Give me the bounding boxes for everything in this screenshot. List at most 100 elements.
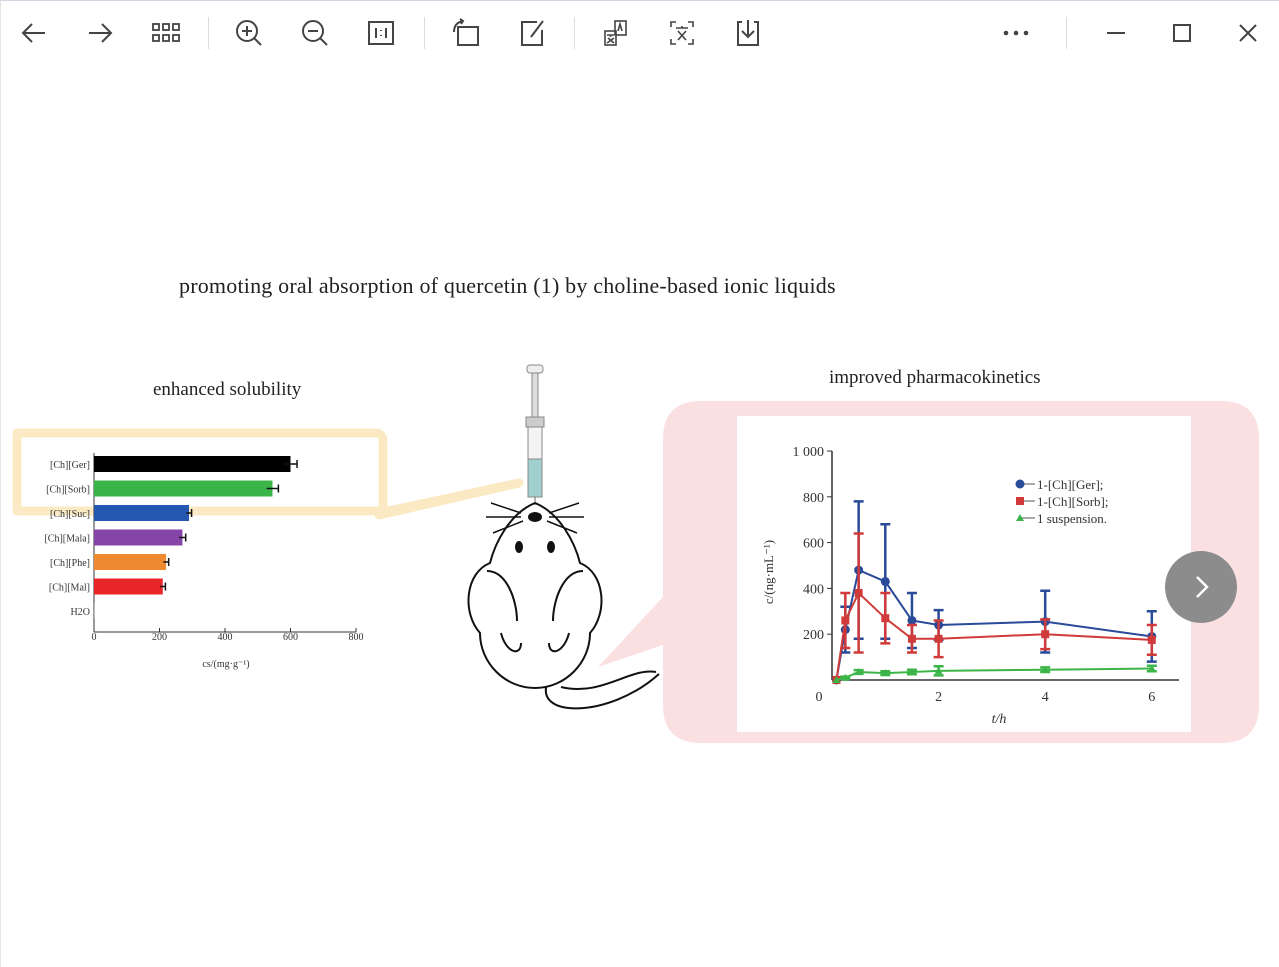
x-tick-label: 0 (816, 690, 823, 705)
error-bar (186, 509, 193, 517)
category-label: [Ch][Suc] (50, 509, 90, 520)
bar (94, 603, 95, 619)
plot-area (737, 416, 1191, 732)
next-image-button[interactable] (1165, 551, 1237, 623)
maximize-icon (1173, 24, 1191, 42)
data-point (880, 577, 890, 587)
data-point (881, 614, 890, 623)
series-line (836, 667, 1152, 681)
close-button[interactable] (1230, 15, 1266, 51)
x-axis-label: t/h (992, 712, 1007, 727)
data-point (854, 588, 863, 597)
zoom-out-button[interactable] (297, 15, 333, 51)
minimize-icon (1107, 32, 1125, 34)
edit-button[interactable] (514, 15, 550, 51)
back-button[interactable] (16, 15, 52, 51)
data-point (841, 616, 850, 625)
bar (94, 578, 163, 595)
scan-text-icon (670, 21, 694, 45)
x-tick-label: 2 (935, 690, 942, 705)
mouse-illustration (467, 501, 660, 710)
bar (94, 529, 183, 546)
divider (424, 17, 425, 49)
bar (94, 456, 291, 472)
divider (208, 17, 209, 49)
save-button[interactable] (730, 15, 766, 51)
maximize-button[interactable] (1164, 15, 1200, 51)
x-axis-label: cs/(mg·g⁻¹) (202, 659, 249, 670)
chevron-right-icon (1196, 576, 1209, 598)
data-point (907, 615, 917, 625)
rotate-icon (453, 18, 479, 46)
minimize-button[interactable] (1098, 15, 1134, 51)
actual-size-button[interactable] (363, 15, 399, 51)
data-point (1041, 665, 1050, 673)
forward-button[interactable] (82, 15, 118, 51)
image-canvas: promoting oral absorption of quercetin (… (1, 67, 1279, 967)
legend-marker (1016, 514, 1024, 521)
edit-icon (521, 20, 544, 46)
data-point (854, 667, 863, 675)
rotate-button[interactable] (448, 15, 484, 51)
pharmacokinetics-line-chart: 200 400 600 800 1 000 0 2 4 6 t/h c/(ng·mL⁻¹) 1-[Ch… (761, 445, 1179, 727)
more-button[interactable] (998, 15, 1034, 51)
close-icon (1239, 24, 1257, 42)
category-label: [Ch][Ger] (50, 460, 90, 471)
solubility-bar-chart: [Ch][Ger] [Ch][Sorb] [Ch][Suc] [Ch][Mala] [C… (44, 453, 364, 670)
data-point (907, 667, 916, 675)
legend-label: 1-[Ch][Ger]; (1037, 477, 1103, 492)
y-tick-label: 800 (803, 491, 824, 506)
graphical-abstract: [Ch][Ger] [Ch][Sorb] [Ch][Suc] [Ch][Mala] [C… (12, 364, 1259, 743)
translate-button[interactable] (598, 15, 634, 51)
y-axis-label: c/(ng·mL⁻¹) (761, 540, 776, 604)
x-tick-label: 4 (1042, 690, 1049, 705)
thumbnails-button[interactable] (148, 15, 184, 51)
data-point (907, 634, 916, 643)
legend-label: 1-[Ch][Sorb]; (1037, 494, 1109, 509)
series-line (835, 591, 1152, 681)
download-icon (737, 20, 759, 46)
figure-title: promoting oral absorption of quercetin (… (179, 273, 836, 298)
x-tick-label: 0 (92, 632, 97, 643)
left-heading: enhanced solubility (153, 379, 302, 400)
category-label: [Ch][Phe] (50, 558, 90, 569)
zoom-out-icon (302, 20, 328, 46)
legend-label: 1 suspension. (1037, 511, 1107, 526)
ocr-button[interactable] (664, 15, 700, 51)
y-tick-label: 600 (803, 537, 824, 552)
data-point (841, 673, 850, 681)
error-bar (179, 533, 187, 542)
arrow-right-icon (89, 23, 113, 43)
bar (94, 554, 167, 570)
arrow-left-icon (21, 23, 45, 43)
error-bar (160, 582, 167, 591)
right-heading: improved pharmacokinetics (829, 367, 1041, 388)
translate-icon (604, 20, 627, 46)
y-tick-label: 1 000 (793, 445, 825, 460)
x-tick-label: 600 (283, 632, 298, 643)
data-point (881, 669, 890, 677)
grid-icon (152, 23, 180, 42)
divider (1066, 17, 1067, 49)
category-label: [Ch][Mala] (44, 534, 90, 545)
viewer-toolbar (1, 1, 1279, 67)
divider (574, 17, 575, 49)
data-point (832, 676, 841, 683)
category-label: H2O (71, 607, 90, 618)
legend-marker (1015, 479, 1025, 489)
data-point (934, 666, 943, 674)
data-point (1041, 630, 1050, 639)
x-tick-label: 400 (218, 632, 233, 643)
bar (94, 505, 189, 521)
category-label: [Ch][Sorb] (46, 485, 90, 496)
syringe-illustration (525, 364, 545, 505)
category-label: [Ch][Mal] (49, 583, 90, 594)
x-tick-label: 6 (1148, 690, 1155, 705)
legend-marker (1016, 497, 1024, 505)
zoom-in-button[interactable] (231, 15, 267, 51)
bar (94, 480, 273, 497)
x-tick-label: 200 (152, 632, 167, 643)
y-tick-label: 200 (803, 628, 824, 643)
error-bar (283, 460, 298, 468)
data-point (1147, 635, 1156, 644)
